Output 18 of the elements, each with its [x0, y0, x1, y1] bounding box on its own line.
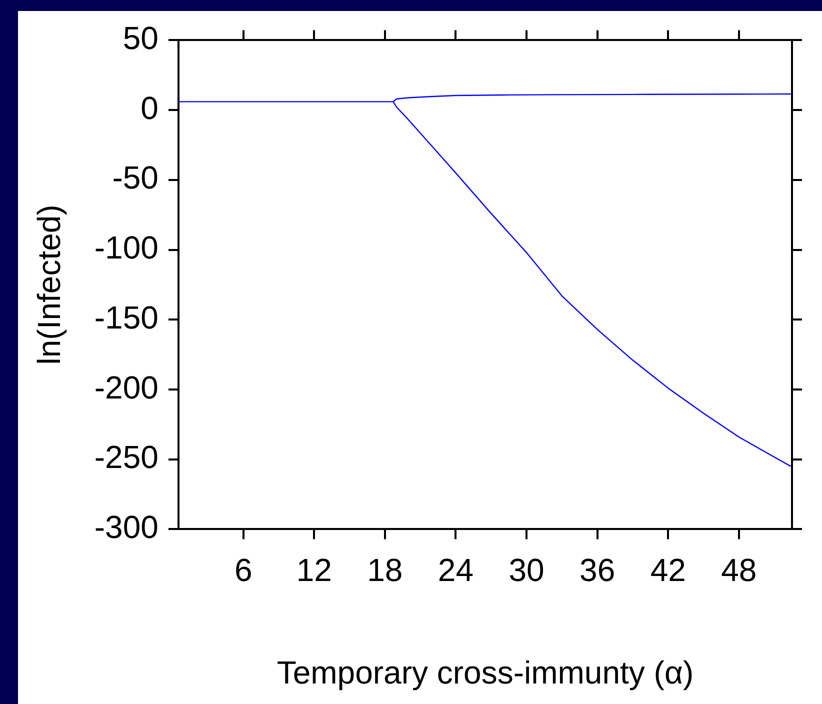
y-tick-label: -100: [94, 230, 158, 266]
y-tick-label: 50: [122, 20, 158, 56]
x-tick-label: 24: [438, 552, 474, 588]
y-tick-label: -150: [94, 299, 158, 336]
y-tick-label: -200: [94, 369, 158, 406]
x-tick-label: 18: [367, 552, 403, 588]
x-tick-label: 12: [296, 552, 332, 588]
y-tick-label: -250: [94, 439, 158, 476]
y-tick-label: -300: [94, 509, 158, 546]
x-axis-title: Temporary cross-immunty (α): [276, 654, 694, 691]
x-tick-label: 30: [508, 552, 544, 588]
x-tick-label: 6: [234, 552, 252, 588]
x-tick-label: 42: [650, 552, 686, 588]
x-tick-label: 48: [721, 552, 757, 588]
y-tick-label: -50: [112, 160, 158, 196]
y-tick-label: 0: [140, 90, 158, 126]
y-axis-title: ln(Infected): [31, 204, 68, 365]
x-tick-label: 36: [580, 552, 616, 588]
